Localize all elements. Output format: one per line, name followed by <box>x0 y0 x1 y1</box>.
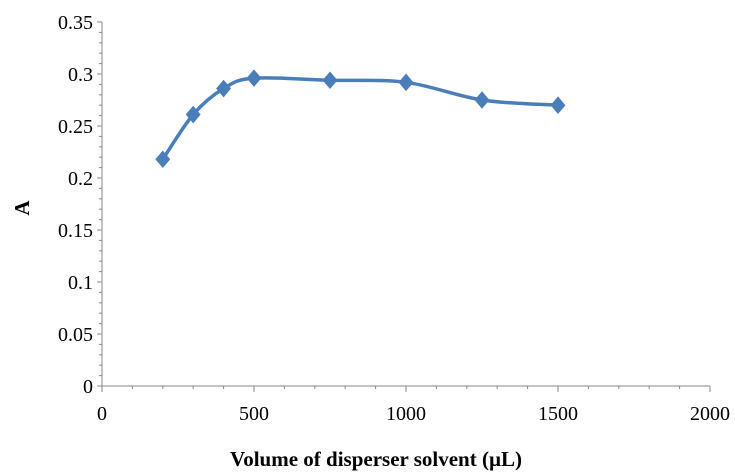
data-point-marker <box>474 91 490 109</box>
y-tick-label: 0.1 <box>68 272 93 294</box>
y-tick-label: 0.2 <box>68 168 93 190</box>
y-tick-label: 0.25 <box>58 116 93 138</box>
x-axis-title: Volume of disperser solvent (µL) <box>230 447 522 471</box>
series-layer <box>155 69 566 169</box>
y-tick-label: 0 <box>83 376 93 398</box>
data-point-marker <box>216 79 232 98</box>
y-tick-label: 0.3 <box>68 64 93 86</box>
data-point-marker <box>155 150 171 169</box>
x-tick-label: 500 <box>239 403 269 425</box>
y-tick-label: 0.15 <box>58 220 93 242</box>
y-tick-label: 0.05 <box>58 324 93 346</box>
y-axis-ticks: 0 0.05 0.1 0.15 0.2 0.25 0.3 0.35 <box>58 12 102 398</box>
data-point-marker <box>246 69 262 87</box>
x-tick-label: 2000 <box>690 403 730 425</box>
y-tick-label: 0.35 <box>58 12 93 34</box>
data-point-marker <box>398 73 414 92</box>
x-axis-ticks: 0 500 1000 1500 2000 <box>97 386 730 425</box>
data-point-marker <box>322 71 338 90</box>
y-axis-title: A <box>10 200 34 216</box>
x-tick-label: 1000 <box>386 403 426 425</box>
x-tick-label: 1500 <box>538 403 578 425</box>
data-point-marker <box>185 105 201 124</box>
data-point-marker <box>550 96 566 114</box>
x-tick-label: 0 <box>97 403 107 425</box>
